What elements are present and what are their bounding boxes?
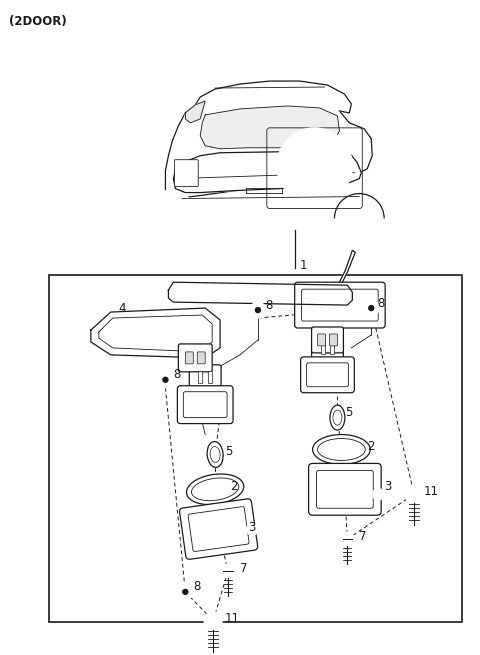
Circle shape: [204, 612, 222, 629]
Ellipse shape: [192, 478, 239, 500]
FancyBboxPatch shape: [295, 282, 385, 328]
Ellipse shape: [187, 474, 244, 504]
Bar: [321, 342, 324, 354]
Polygon shape: [195, 81, 351, 113]
Circle shape: [307, 158, 323, 174]
Text: 8: 8: [173, 368, 181, 381]
Circle shape: [409, 490, 419, 498]
Circle shape: [372, 489, 384, 500]
Circle shape: [277, 128, 352, 204]
FancyBboxPatch shape: [329, 334, 337, 346]
Circle shape: [157, 372, 173, 388]
FancyBboxPatch shape: [312, 336, 343, 362]
FancyBboxPatch shape: [318, 334, 325, 346]
Text: 11: 11: [225, 612, 240, 626]
Text: 3: 3: [248, 521, 255, 534]
Bar: [49, 275, 462, 622]
Text: 2: 2: [367, 440, 375, 453]
Circle shape: [162, 377, 168, 383]
Circle shape: [151, 204, 186, 240]
Text: 8: 8: [193, 580, 201, 593]
Text: 5: 5: [225, 445, 232, 458]
Text: 2: 2: [230, 480, 238, 493]
Polygon shape: [173, 146, 361, 193]
Polygon shape: [168, 282, 352, 305]
Polygon shape: [144, 94, 372, 233]
Bar: [198, 371, 202, 383]
Text: 8: 8: [265, 299, 272, 312]
FancyBboxPatch shape: [178, 386, 233, 424]
Polygon shape: [200, 106, 339, 149]
Text: 11: 11: [424, 485, 439, 498]
Circle shape: [340, 532, 354, 546]
Circle shape: [246, 523, 258, 535]
Text: 3: 3: [384, 480, 392, 493]
FancyBboxPatch shape: [197, 352, 205, 364]
Ellipse shape: [330, 405, 345, 430]
Ellipse shape: [207, 441, 223, 468]
FancyBboxPatch shape: [174, 160, 198, 187]
Text: 1: 1: [300, 259, 307, 272]
Text: (2DOOR): (2DOOR): [9, 15, 67, 28]
Circle shape: [368, 305, 374, 311]
Circle shape: [137, 191, 200, 254]
Bar: [330, 342, 335, 354]
Circle shape: [182, 589, 189, 595]
FancyBboxPatch shape: [185, 352, 193, 364]
Polygon shape: [185, 101, 205, 123]
Text: 5: 5: [346, 406, 353, 419]
Circle shape: [405, 485, 423, 503]
Circle shape: [221, 564, 235, 578]
Bar: [208, 371, 212, 383]
Ellipse shape: [318, 439, 365, 460]
FancyBboxPatch shape: [309, 464, 381, 515]
FancyBboxPatch shape: [189, 365, 221, 391]
Polygon shape: [91, 308, 220, 358]
Text: 7: 7: [360, 530, 367, 542]
Circle shape: [101, 331, 111, 341]
Polygon shape: [339, 250, 355, 282]
Text: 8: 8: [377, 297, 384, 310]
Circle shape: [255, 307, 261, 313]
Text: 7: 7: [240, 563, 248, 576]
Circle shape: [363, 300, 379, 316]
Circle shape: [290, 141, 339, 191]
Circle shape: [178, 584, 193, 600]
Ellipse shape: [312, 434, 370, 464]
FancyBboxPatch shape: [300, 357, 354, 393]
FancyBboxPatch shape: [179, 344, 212, 372]
Circle shape: [250, 302, 266, 318]
Circle shape: [209, 616, 217, 626]
FancyBboxPatch shape: [312, 327, 343, 353]
FancyBboxPatch shape: [180, 499, 258, 559]
Text: 4: 4: [119, 301, 126, 314]
